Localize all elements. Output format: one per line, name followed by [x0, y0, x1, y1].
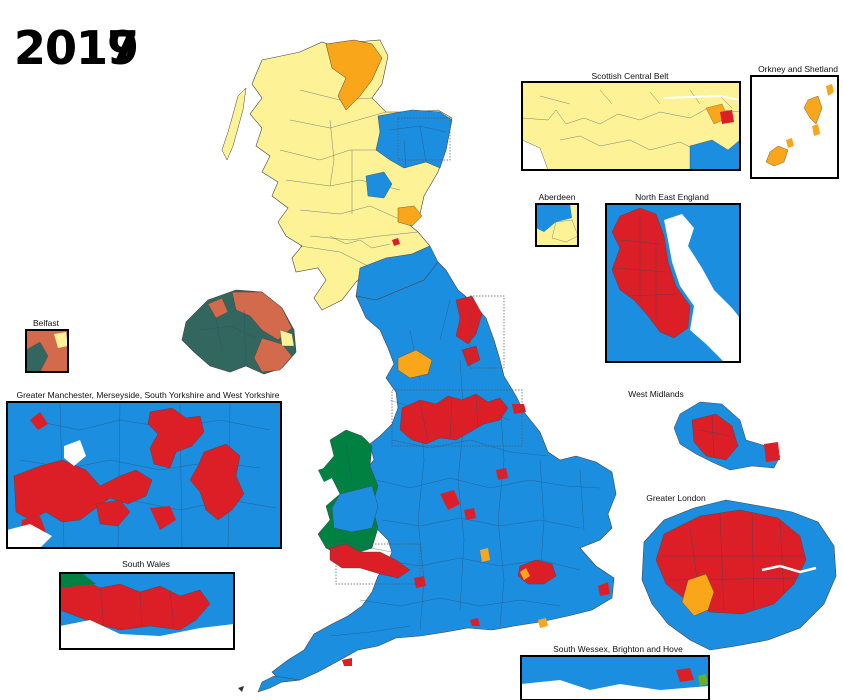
inset-frame-north-east-england — [605, 203, 741, 363]
year-title-back: 2019 — [14, 21, 138, 75]
year-title-front: 2017 — [14, 21, 138, 75]
inset-label-belfast: Belfast — [33, 318, 60, 328]
inset-label-scottish-central-belt: Scottish Central Belt — [591, 71, 669, 81]
inset-greater-london: Greater London — [641, 493, 837, 651]
inset-north-east-england: North East England — [605, 192, 741, 363]
inset-label-orkney-shetland: Orkney and Shetland — [758, 64, 838, 74]
england-wales-region — [257, 261, 617, 693]
inset-label-south-wessex: South Wessex, Brighton and Hove — [553, 644, 683, 654]
inset-label-south-wales: South Wales — [122, 559, 170, 569]
inset-frame-south-wales — [59, 572, 235, 650]
inset-aberdeen: Aberdeen — [535, 192, 579, 247]
inset-frame-aberdeen — [535, 203, 579, 247]
northern-ireland-region — [181, 289, 297, 375]
stray-mark — [238, 686, 244, 692]
inset-label-west-midlands: West Midlands — [628, 389, 684, 399]
wales-region — [317, 429, 411, 579]
inset-greater-manchester: Greater Manchester, Merseyside, South Yo… — [6, 390, 282, 549]
scotland-region — [221, 39, 453, 311]
inset-label-greater-manchester: Greater Manchester, Merseyside, South Yo… — [16, 390, 279, 400]
north-east-marker — [469, 295, 505, 369]
inset-south-wessex: South Wessex, Brighton and Hove — [520, 644, 710, 700]
inset-orkney-shetland: Orkney and Shetland — [750, 64, 839, 179]
inset-frame-greater-manchester — [6, 401, 282, 549]
inset-frame-scottish-central-belt — [521, 81, 741, 171]
aberdeen-marker — [397, 117, 451, 161]
south-wales-marker — [335, 543, 421, 585]
inset-label-greater-london: Greater London — [646, 493, 706, 503]
inset-label-aberdeen: Aberdeen — [539, 192, 576, 202]
inset-scottish-central-belt: Scottish Central Belt — [521, 71, 741, 171]
inset-west-midlands: West Midlands — [628, 389, 781, 471]
inset-frame-belfast — [25, 329, 69, 373]
inset-belfast: Belfast — [25, 318, 69, 373]
inset-frame-south-wessex — [520, 655, 710, 700]
inset-label-north-east-england: North East England — [635, 192, 709, 202]
inset-frame-orkney-shetland — [750, 75, 839, 179]
inset-south-wales: South Wales — [59, 559, 235, 650]
